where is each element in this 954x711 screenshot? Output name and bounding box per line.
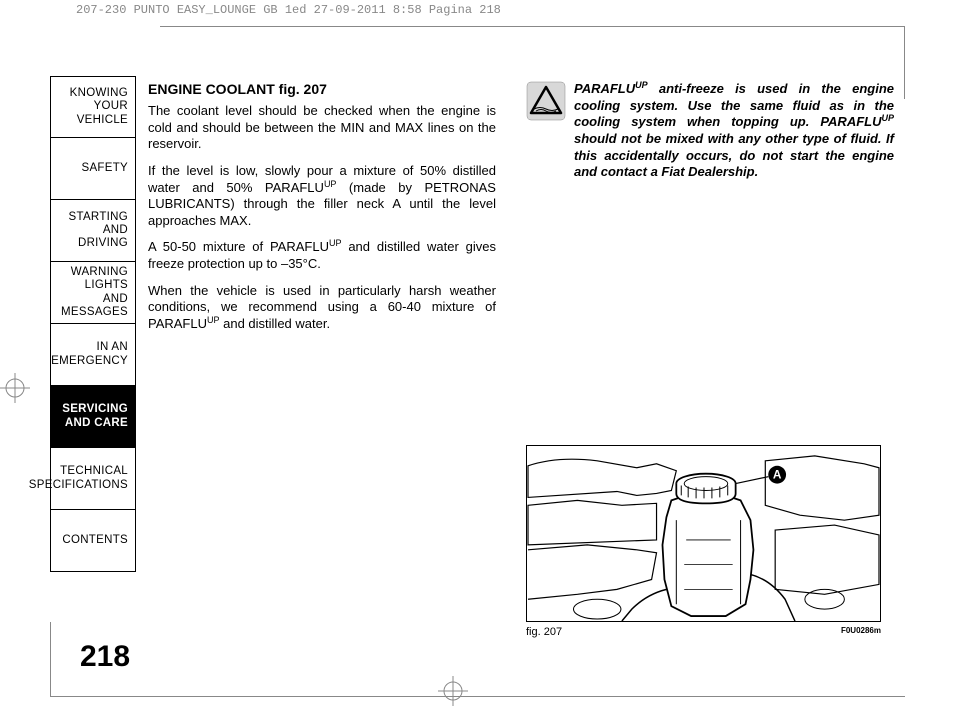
crop-mark (50, 622, 51, 697)
tab-technical-specs[interactable]: TECHNICAL SPECIFICATIONS (50, 448, 136, 510)
page-number: 218 (80, 640, 130, 674)
registration-mark-icon (0, 373, 30, 403)
section-heading: ENGINE COOLANT fig. 207 (148, 81, 496, 97)
tab-knowing-your-vehicle[interactable]: KNOWING YOUR VEHICLE (50, 76, 136, 138)
paragraph: A 50-50 mixture of PARAFLUUP and distill… (148, 239, 496, 272)
figure: A fig. 207 F0U0286m (526, 445, 881, 638)
sidebar-tabs: KNOWING YOUR VEHICLE SAFETY STARTING AND… (50, 76, 136, 572)
warning-text: PARAFLUUP anti-freeze is used in the eng… (574, 81, 894, 181)
crop-mark (160, 26, 905, 27)
print-header: 207-230 PUNTO EASY_LOUNGE GB 1ed 27-09-2… (76, 3, 501, 17)
paragraph: The coolant level should be checked when… (148, 103, 496, 153)
paragraph: If the level is low, slowly pour a mixtu… (148, 163, 496, 230)
tab-servicing-care[interactable]: SERVICING AND CARE (50, 386, 136, 448)
crop-mark (50, 696, 905, 697)
figure-code: F0U0286m (841, 626, 881, 638)
figure-label: fig. 207 (526, 626, 562, 638)
paragraph: When the vehicle is used in particularly… (148, 283, 496, 333)
content-left-column: ENGINE COOLANT fig. 207 The coolant leve… (148, 81, 496, 343)
tab-warning-lights[interactable]: WARNING LIGHTS AND MESSAGES (50, 262, 136, 324)
tab-safety[interactable]: SAFETY (50, 138, 136, 200)
tab-contents[interactable]: CONTENTS (50, 510, 136, 572)
registration-mark-icon (438, 676, 468, 706)
svg-text:A: A (773, 468, 782, 482)
tab-starting-driving[interactable]: STARTING AND DRIVING (50, 200, 136, 262)
figure-illustration: A (526, 445, 881, 622)
tab-emergency[interactable]: IN AN EMERGENCY (50, 324, 136, 386)
warning-triangle-icon (526, 81, 566, 121)
warning-box: PARAFLUUP anti-freeze is used in the eng… (526, 81, 894, 181)
